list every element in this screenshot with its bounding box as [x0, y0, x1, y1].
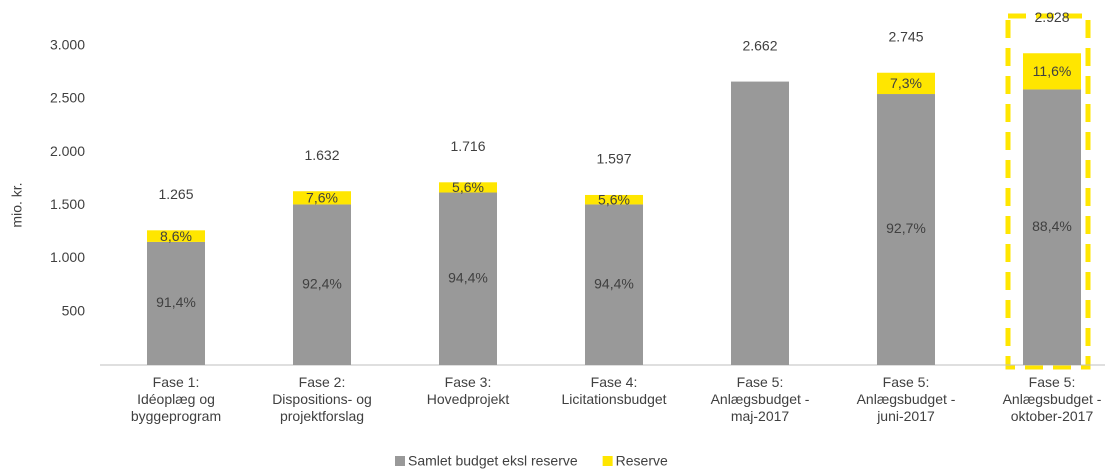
segment-label: 94,4% [448, 269, 488, 285]
bar-segment [293, 204, 351, 365]
bar-segment [1023, 53, 1081, 90]
x-tick-line: Fase 4: [591, 374, 638, 390]
total-label: 2.662 [742, 37, 777, 53]
legend-swatch [602, 456, 613, 466]
x-tick-line: byggeprogram [131, 408, 221, 424]
total-label: 1.716 [450, 138, 485, 154]
y-tick-label: 2.000 [50, 143, 85, 159]
segment-label: 5,6% [598, 191, 630, 207]
x-tick-line: Fase 3: [445, 374, 492, 390]
bar-segment [731, 81, 789, 366]
y-tick-label: 3.000 [50, 36, 85, 52]
x-tick-line: oktober-2017 [1011, 408, 1094, 424]
x-tick-label: Fase 5: Anlægsbudget -maj-2017 [711, 374, 810, 424]
segment-label: 5,6% [452, 179, 484, 195]
x-tick-label: Fase 2: Dispositions- og projektforslag [272, 374, 372, 424]
x-tick-label: Fase 5: Anlægsbudget -juni-2017 [857, 374, 956, 424]
x-tick-line: Anlægsbudget - [711, 391, 810, 407]
segment-label: 92,7% [886, 220, 926, 236]
x-tick-line: Hovedprojekt [427, 391, 510, 407]
segment-label: 11,6% [1033, 63, 1072, 79]
legend-label: Samlet budget eksl reserve [408, 453, 578, 469]
bar-segment [877, 94, 935, 366]
x-tick-line: projektforslag [280, 408, 364, 424]
bar-segment [877, 72, 935, 95]
x-tick-line: Fase 5: [1029, 374, 1076, 390]
y-tick-label: 2.500 [50, 90, 85, 106]
legend-swatch [395, 456, 405, 466]
y-tick-label: 1.000 [50, 249, 85, 265]
bar-segment [439, 182, 497, 193]
x-tick-line: Fase 5: [883, 374, 930, 390]
segment-label: 94,4% [594, 275, 634, 291]
segment-label: 88,4% [1032, 218, 1072, 234]
segment-label: 91,4% [156, 294, 196, 310]
x-tick-line: Licitationsbudget [561, 391, 666, 407]
segment-label: 7,6% [306, 190, 338, 206]
x-tick-line: Dispositions- og [272, 391, 372, 407]
segment-label: 8,6% [160, 228, 192, 244]
x-tick-line: Anlægsbudget - [1003, 391, 1102, 407]
x-tick-line: maj-2017 [731, 408, 790, 424]
total-label: 1.632 [304, 147, 339, 163]
highlight-box [1005, 13, 1091, 370]
bar-segment [293, 191, 351, 205]
segment-label: 7,3% [890, 75, 922, 91]
y-axis-label: mio. kr. [9, 182, 25, 227]
y-tick-label: 500 [62, 302, 86, 318]
x-tick-line: Anlægsbudget - [857, 391, 956, 407]
x-tick-line: Fase 2: [299, 374, 346, 390]
total-label: 2.745 [888, 28, 923, 44]
x-tick-label: Fase 3: Hovedprojekt [427, 374, 510, 407]
bar-segment [585, 194, 643, 205]
bar-segment [439, 192, 497, 365]
x-tick-label: Fase 1: Idéoplæg og byggeprogram [131, 374, 221, 424]
total-label: 1.265 [158, 186, 193, 202]
x-tick-label: Fase 5: Anlægsbudget -oktober-2017 [1003, 374, 1102, 424]
x-tick-label: Fase 4: Licitationsbudget [561, 374, 666, 407]
y-tick-label: 1.500 [50, 196, 85, 212]
segment-label: 92,4% [302, 275, 342, 291]
bar-segment [1023, 89, 1081, 366]
legend-label: Reserve [616, 453, 668, 469]
x-tick-line: Idéoplæg og [137, 391, 215, 407]
bar-segment [147, 230, 205, 242]
bar-segment [585, 204, 643, 365]
bar-segment [147, 241, 205, 365]
x-tick-line: Fase 5: [737, 374, 784, 390]
total-label: 2.928 [1034, 9, 1069, 25]
x-tick-line: juni-2017 [876, 408, 935, 424]
x-tick-line: Fase 1: [153, 374, 200, 390]
total-label: 1.597 [596, 151, 631, 167]
